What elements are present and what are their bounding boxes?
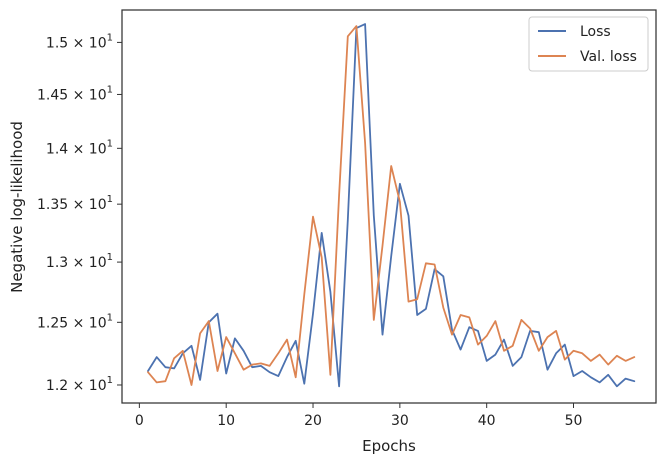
y-tick-mantissa: 1.25 × 10 <box>37 315 107 331</box>
y-tick-exponent: 1 <box>107 32 113 43</box>
y-tick-exponent: 1 <box>107 252 113 263</box>
y-axis-label: Negative log-likelihood <box>8 121 26 293</box>
legend-label-2: Val. loss <box>580 49 637 65</box>
plot-frame <box>121 9 657 404</box>
y-tick-mantissa: 1.35 × 10 <box>37 197 107 213</box>
y-tick-label: 1.3 × 101 <box>46 252 113 271</box>
legend: Loss Val. loss <box>528 16 649 72</box>
y-tick-exponent: 1 <box>107 84 113 95</box>
x-tick-label: 50 <box>565 413 583 429</box>
y-tick-mantissa: 1.2 × 10 <box>46 378 107 394</box>
x-axis-label: Epochs <box>362 437 416 455</box>
y-tick-label: 1.2 × 101 <box>46 375 113 394</box>
series-line-2 <box>147 25 636 386</box>
y-tick-mantissa: 1.5 × 10 <box>46 35 107 51</box>
x-axis: 0 10 20 30 40 50 <box>135 403 583 429</box>
y-tick-label: 1.35 × 101 <box>37 194 113 213</box>
y-tick-mantissa: 1.3 × 10 <box>46 255 107 271</box>
x-tick-label: 20 <box>304 413 322 429</box>
x-tick-label: 40 <box>478 413 496 429</box>
x-tick-label: 0 <box>135 413 144 429</box>
y-tick-exponent: 1 <box>107 312 113 323</box>
y-tick-exponent: 1 <box>107 194 113 205</box>
y-tick-mantissa: 1.4 × 10 <box>46 141 107 157</box>
y-tick-exponent: 1 <box>107 138 113 149</box>
y-tick-label: 1.25 × 101 <box>37 312 113 331</box>
y-tick-exponent: 1 <box>107 375 113 386</box>
x-tick-label: 30 <box>391 413 409 429</box>
y-tick-mantissa: 1.45 × 10 <box>37 87 107 103</box>
y-tick-label: 1.4 × 101 <box>46 138 113 157</box>
chart-marks <box>147 23 636 388</box>
x-tick-label: 10 <box>217 413 235 429</box>
series-line-1 <box>147 23 636 388</box>
y-tick-label: 1.45 × 101 <box>37 84 113 103</box>
y-tick-label: 1.5 × 101 <box>46 32 113 51</box>
legend-label-1: Loss <box>580 24 611 40</box>
